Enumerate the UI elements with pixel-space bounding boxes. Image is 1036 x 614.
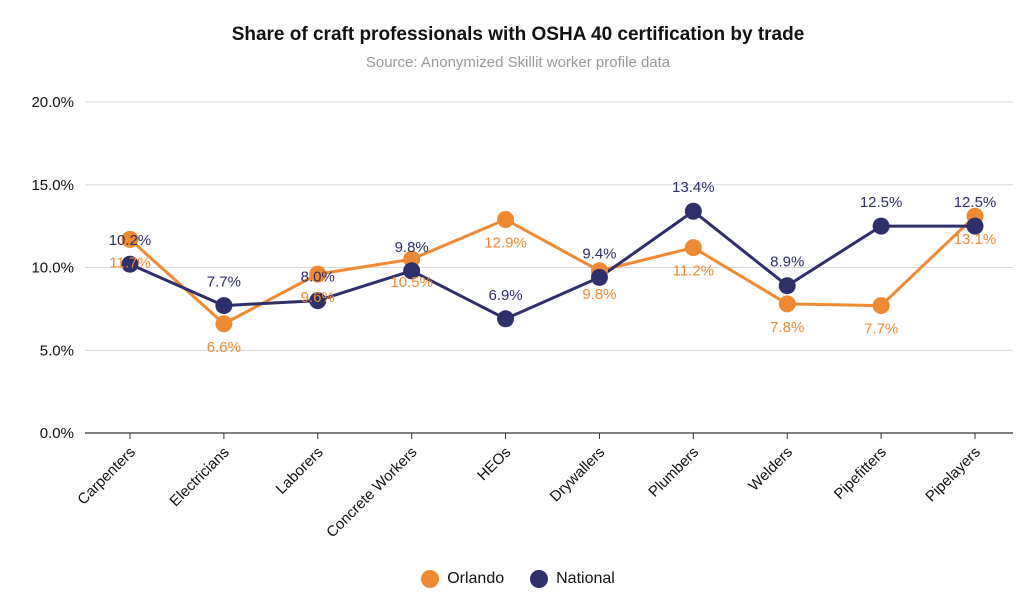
- data-label-orlando-pipelayers: 13.1%: [954, 231, 997, 248]
- data-label-orlando-drywallers: 9.8%: [582, 286, 616, 303]
- point-orlando-electricians[interactable]: [215, 315, 233, 333]
- data-points: [121, 202, 984, 333]
- point-national-plumbers[interactable]: [684, 202, 702, 220]
- y-tick-label: 15.0%: [31, 177, 74, 194]
- data-label-orlando-welders: 7.8%: [770, 319, 804, 336]
- data-labels: 11.7% 6.6% 9.6% 10.5% 12.9% 9.8% 11.2% 7.8% 7.7%…: [109, 179, 997, 356]
- point-national-drywallers[interactable]: [590, 268, 608, 286]
- x-tick-label-plumbers: Plumbers: [645, 444, 702, 501]
- y-tick-label: 20.0%: [31, 94, 74, 111]
- point-national-heos[interactable]: [497, 310, 515, 328]
- gridlines: [85, 101, 1013, 434]
- x-tick-label-concrete-workers: Concrete Workers: [323, 444, 420, 541]
- series-line-national: [129, 209, 975, 321]
- x-tick-label-drywallers: Drywallers: [547, 444, 609, 506]
- chart-title: Share of craft professionals with OSHA 4…: [231, 24, 805, 45]
- legend-label-national: National: [556, 570, 615, 587]
- y-axis-ticks: 0.0% 5.0% 10.0% 15.0% 20.0%: [31, 94, 74, 442]
- legend-label-orlando: Orlando: [447, 570, 505, 587]
- y-tick-label: 5.0%: [40, 342, 74, 359]
- data-label-orlando-heos: 12.9%: [484, 235, 527, 252]
- x-tick-label-carpenters: Carpenters: [74, 444, 138, 508]
- data-label-national-laborers: 8.0%: [301, 269, 335, 286]
- point-national-electricians[interactable]: [215, 297, 233, 315]
- data-label-national-welders: 8.9%: [770, 254, 804, 271]
- point-orlando-pipefitters[interactable]: [872, 297, 890, 315]
- legend-item-national[interactable]: National: [530, 570, 615, 588]
- data-label-national-pipefitters: 12.5%: [860, 194, 903, 211]
- data-label-orlando-plumbers: 11.2%: [673, 263, 714, 280]
- data-label-national-plumbers: 13.4%: [672, 179, 715, 196]
- chart-subtitle: Source: Anonymized Skillit worker profil…: [365, 54, 671, 71]
- point-orlando-laborers[interactable]: [309, 265, 327, 283]
- y-tick-label: 10.0%: [31, 260, 74, 277]
- point-national-carpenters[interactable]: [121, 255, 139, 273]
- data-label-national-drywallers: 9.4%: [582, 245, 616, 262]
- x-tick-label-heos: HEOs: [474, 444, 514, 484]
- legend-swatch-orlando: [421, 570, 440, 588]
- line-chart: 0.0% 5.0% 10.0% 15.0% 20.0% Carpenters Electr…: [31, 94, 1013, 541]
- data-label-orlando-carpenters: 11.7%: [109, 254, 150, 271]
- point-orlando-welders[interactable]: [778, 295, 796, 313]
- legend: Orlando National: [0, 570, 1036, 588]
- data-label-national-heos: 6.9%: [488, 287, 522, 304]
- data-label-orlando-concrete-workers: 10.5%: [390, 274, 433, 291]
- point-national-pipefitters[interactable]: [872, 217, 890, 235]
- point-orlando-plumbers[interactable]: [684, 239, 702, 257]
- data-label-orlando-pipefitters: 7.7%: [864, 321, 898, 338]
- data-label-national-electricians: 7.7%: [207, 274, 241, 291]
- y-tick-label: 0.0%: [40, 425, 74, 442]
- point-national-welders[interactable]: [778, 277, 796, 295]
- x-tick-label-pipefitters: Pipefitters: [831, 444, 890, 503]
- data-label-national-concrete-workers: 9.8%: [395, 239, 429, 256]
- legend-item-orlando[interactable]: Orlando: [421, 570, 504, 588]
- x-tick-label-laborers: Laborers: [273, 444, 327, 498]
- series-lines: [128, 209, 977, 326]
- x-tick-label-electricians: Electricians: [166, 444, 232, 510]
- data-label-national-carpenters: 10.2%: [109, 232, 152, 249]
- data-label-national-pipelayers: 12.5%: [954, 194, 997, 211]
- point-orlando-heos[interactable]: [497, 211, 515, 229]
- x-tick-label-pipelayers: Pipelayers: [922, 444, 984, 506]
- series-line-orlando: [128, 215, 977, 326]
- data-label-orlando-electricians: 6.6%: [207, 339, 241, 356]
- data-label-orlando-laborers: 9.6%: [301, 289, 335, 306]
- point-national-concrete-workers[interactable]: [403, 262, 421, 280]
- point-national-laborers[interactable]: [309, 292, 327, 310]
- x-tick-label-welders: Welders: [745, 444, 796, 495]
- point-orlando-carpenters[interactable]: [121, 230, 139, 248]
- legend-swatch-national: [530, 570, 549, 588]
- point-national-pipelayers[interactable]: [966, 217, 984, 235]
